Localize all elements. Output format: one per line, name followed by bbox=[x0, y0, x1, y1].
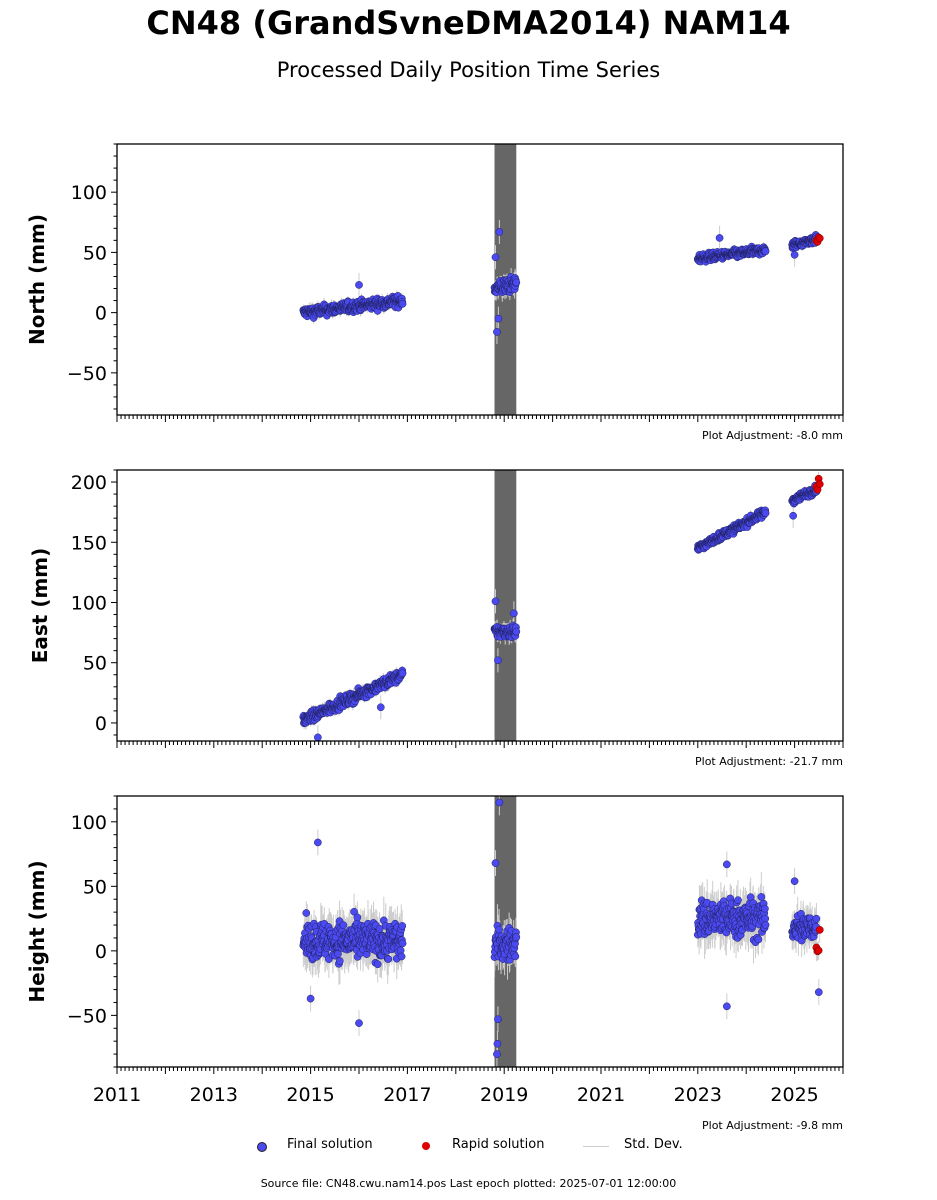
final-solution-point bbox=[493, 1039, 502, 1048]
rapid-solution-marker-icon bbox=[422, 1142, 430, 1150]
final-solution-point bbox=[761, 921, 770, 929]
y-tick-label: 0 bbox=[95, 713, 107, 735]
final-solution-point bbox=[495, 798, 504, 807]
y-tick-label: 0 bbox=[95, 941, 107, 963]
final-solution-point bbox=[384, 955, 393, 963]
y-tick-label: 100 bbox=[71, 812, 107, 834]
final-solution-point bbox=[302, 909, 311, 917]
final-solution-point bbox=[512, 278, 521, 287]
y-tick-label: 150 bbox=[71, 532, 107, 554]
final-solution-point bbox=[494, 656, 502, 665]
final-solution-point bbox=[510, 609, 518, 618]
y-tick-label: 50 bbox=[83, 876, 107, 898]
x-tick-label: 2021 bbox=[577, 1084, 625, 1106]
final-solution-point bbox=[376, 703, 385, 712]
final-solution-point bbox=[398, 939, 407, 948]
final-solution-point bbox=[491, 253, 500, 262]
final-solution-point bbox=[790, 877, 799, 886]
y-tick-label: 100 bbox=[71, 182, 107, 204]
final-solution-point bbox=[495, 228, 504, 236]
rapid-solution-point bbox=[815, 925, 824, 934]
x-tick-label: 2013 bbox=[190, 1084, 238, 1106]
final-solution-point bbox=[761, 247, 770, 256]
axes-frame bbox=[116, 143, 844, 416]
east-plot-adjustment: Plot Adjustment: -21.7 mm bbox=[695, 755, 843, 768]
y-tick-label: 100 bbox=[71, 592, 107, 614]
legend-label-rapid: Rapid solution bbox=[452, 1137, 545, 1152]
rapid-solution-point bbox=[815, 480, 824, 488]
final-solution-point bbox=[512, 627, 521, 636]
final-solution-point bbox=[761, 509, 770, 517]
height-panel: −50 0 50 100 2011 2013 2015 2017 2019 2021 2023 202… bbox=[25, 795, 844, 1106]
final-solution-point bbox=[715, 234, 724, 242]
final-solution-point bbox=[512, 933, 521, 941]
final-solution-point bbox=[491, 859, 500, 867]
std-dev-line-icon bbox=[583, 1146, 609, 1147]
x-tick-label: 2015 bbox=[286, 1084, 334, 1106]
y-tick-label: 200 bbox=[71, 472, 107, 494]
final-solution-point bbox=[494, 314, 503, 323]
final-solution-point bbox=[754, 935, 763, 944]
final-solution-point bbox=[789, 511, 797, 520]
final-solution-point bbox=[495, 925, 503, 934]
x-tick-label: 2025 bbox=[770, 1084, 818, 1106]
final-solution-point bbox=[355, 281, 363, 289]
x-tick-label: 2017 bbox=[383, 1084, 431, 1106]
final-solution-point bbox=[511, 952, 520, 961]
final-solution-point bbox=[812, 914, 821, 923]
height-plot-adjustment: Plot Adjustment: -9.8 mm bbox=[702, 1119, 843, 1132]
final-solution-point bbox=[306, 994, 315, 1003]
x-tick-label: 2023 bbox=[674, 1084, 722, 1106]
x-tick-label: 2011 bbox=[93, 1084, 141, 1106]
final-solution-point bbox=[790, 250, 799, 259]
final-solution-point bbox=[757, 893, 766, 901]
final-solution-point bbox=[373, 960, 382, 969]
gap-band bbox=[494, 470, 517, 741]
chart-subtitle: Processed Daily Position Time Series bbox=[276, 58, 661, 82]
rapid-solution-point bbox=[814, 946, 823, 955]
final-solution-point bbox=[314, 838, 322, 847]
y-tick-label: 50 bbox=[83, 242, 107, 264]
final-solution-point bbox=[398, 922, 407, 930]
rapid-solution-point bbox=[815, 234, 824, 243]
y-axis-label: East (mm) bbox=[28, 548, 52, 664]
final-solution-point bbox=[722, 1002, 731, 1011]
final-solution-point bbox=[494, 1015, 502, 1024]
final-solution-point bbox=[375, 924, 384, 933]
final-solution-point bbox=[491, 597, 500, 606]
legend-label-stddev: Std. Dev. bbox=[624, 1137, 683, 1152]
final-solution-point bbox=[734, 896, 742, 905]
final-solution-point bbox=[339, 921, 348, 930]
final-solution-point bbox=[336, 957, 344, 965]
y-tick-label: 0 bbox=[95, 303, 107, 325]
final-solution-point bbox=[493, 1050, 501, 1058]
y-axis-label: Height (mm) bbox=[25, 860, 49, 1002]
final-solution-point bbox=[355, 1019, 363, 1027]
final-solution-point bbox=[814, 988, 823, 997]
final-solution-point bbox=[722, 860, 731, 869]
final-solution-point bbox=[353, 913, 362, 922]
legend-label-final: Final solution bbox=[287, 1137, 373, 1152]
x-tick-label: 2019 bbox=[480, 1084, 528, 1106]
y-tick-label: −50 bbox=[67, 1005, 107, 1027]
y-tick-label: 50 bbox=[83, 653, 107, 675]
y-tick-label: −50 bbox=[67, 363, 107, 385]
final-solution-point bbox=[761, 904, 769, 913]
final-solution-point bbox=[493, 328, 501, 336]
final-solution-point bbox=[314, 733, 322, 741]
axes-frame bbox=[116, 469, 844, 742]
y-axis-label: North (mm) bbox=[25, 214, 49, 345]
east-panel: 0 50 100 150 200 East (mm) bbox=[28, 469, 844, 748]
final-solution-marker-icon bbox=[257, 1142, 267, 1152]
north-plot-adjustment: Plot Adjustment: -8.0 mm bbox=[702, 429, 843, 442]
final-solution-point bbox=[398, 669, 407, 678]
north-panel: −50 0 50 100 North (mm) bbox=[25, 143, 844, 422]
final-solution-point bbox=[397, 952, 406, 961]
source-footer: Source file: CN48.cwu.nam14.pos Last epo… bbox=[260, 1177, 677, 1190]
chart-title: CN48 (GrandSvneDMA2014) NAM14 bbox=[146, 4, 791, 42]
final-solution-point bbox=[398, 300, 407, 308]
